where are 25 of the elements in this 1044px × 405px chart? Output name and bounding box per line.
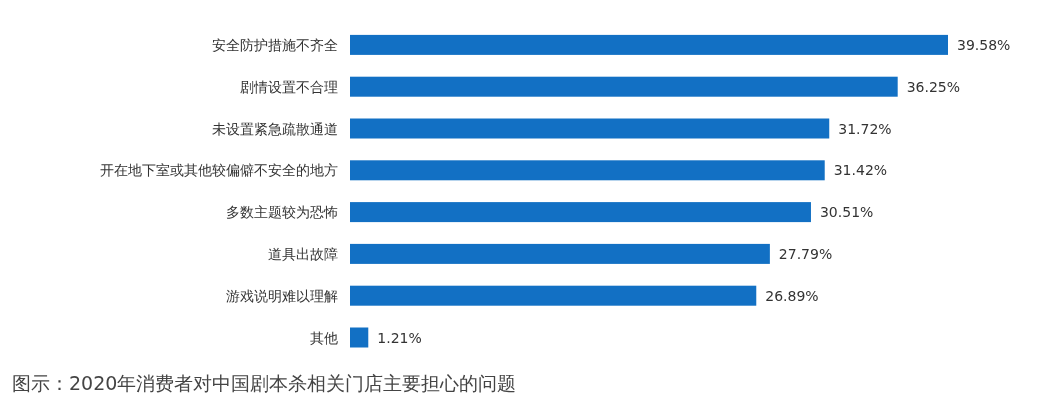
data-label: 30.51% xyxy=(819,204,874,221)
bar xyxy=(350,160,825,181)
data-label: 31.42% xyxy=(833,162,888,179)
data-label: 1.21% xyxy=(377,329,422,346)
data-label: 27.79% xyxy=(778,245,833,262)
y-tick-label: 其他 xyxy=(310,329,338,346)
bar xyxy=(350,202,811,223)
bar xyxy=(350,327,369,348)
data-label: 26.89% xyxy=(765,287,819,304)
bar xyxy=(350,243,770,264)
y-tick-label: 未设置紧急疏散通道 xyxy=(212,120,338,137)
y-tick-label: 道具出故障 xyxy=(268,245,338,262)
y-tick-label: 安全防护措施不齐全 xyxy=(212,36,338,53)
y-tick-label: 游戏说明难以理解 xyxy=(226,287,338,304)
y-tick-label: 多数主题较为恐怖 xyxy=(226,204,338,221)
text: 图示：2020年消费者对中国剧本杀相关门店主要担心的问题 xyxy=(12,372,517,394)
y-tick-label: 剧情设置不合理 xyxy=(240,78,338,95)
bar xyxy=(350,76,898,97)
bar xyxy=(350,285,757,306)
bar xyxy=(350,34,948,55)
data-label: 31.72% xyxy=(838,120,892,137)
data-label: 39.58% xyxy=(957,36,1011,53)
y-tick-label: 开在地下室或其他较偏僻不安全的地方 xyxy=(100,162,338,179)
data-label: 36.25% xyxy=(906,78,961,95)
bar xyxy=(350,118,830,139)
